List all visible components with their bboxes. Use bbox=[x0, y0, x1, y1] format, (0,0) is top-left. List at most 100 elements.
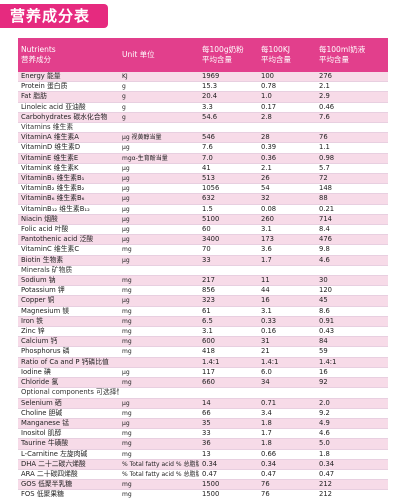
cell-per-100kj: 0.34 bbox=[258, 459, 316, 470]
cell-per-100ml: 1.1 bbox=[316, 142, 388, 154]
table-row: VitaminA 维生素A μg 视黄醇当量 546 28 76 bbox=[18, 132, 388, 144]
cell-per-100kj: 1.7 bbox=[258, 428, 316, 440]
cell-per-100kj: 3.4 bbox=[258, 408, 316, 419]
table-row: Chloride 氯 mg 660 34 92 bbox=[18, 377, 388, 389]
table-row: VitaminB₂ 维生素B₂ μg 1056 54 148 bbox=[18, 183, 388, 195]
cell-per-100kj: 54 bbox=[258, 183, 316, 195]
cell-unit: μg bbox=[119, 224, 199, 236]
cell-per-100ml: 0.91 bbox=[316, 316, 388, 328]
cell-per-100g: 70 bbox=[199, 244, 258, 256]
table-row: FOS 低聚果糖 mg 1500 76 212 bbox=[18, 489, 388, 498]
cell-per-100g: 3.3 bbox=[199, 102, 258, 113]
cell-per-100g: 36 bbox=[199, 438, 258, 450]
cell-unit: μg bbox=[119, 234, 199, 246]
table-row: Selenium 硒 μg 14 0.71 2.0 bbox=[18, 398, 388, 409]
cell-unit: μg bbox=[119, 255, 199, 266]
cell-unit: mgα-生育酚当量 bbox=[119, 153, 199, 164]
cell-per-100kj: 11 bbox=[258, 275, 316, 287]
table-header: Nutrients 营养成分 Unit 单位 每100g奶粉 平均含量 每100… bbox=[18, 38, 388, 72]
cell-nutrient: Protein 蛋白质 bbox=[18, 81, 119, 93]
cell-per-100kj: 6.0 bbox=[258, 367, 316, 379]
cell-nutrient: Inositol 肌醇 bbox=[18, 428, 119, 440]
cell-per-100g: 856 bbox=[199, 285, 258, 297]
cell-nutrient: Sodium 钠 bbox=[18, 275, 119, 287]
cell-per-100g: 117 bbox=[199, 367, 258, 379]
cell-nutrient: VitaminC 维生素C bbox=[18, 244, 119, 256]
header-nutrients: Nutrients 营养成分 bbox=[18, 38, 119, 72]
cell-per-100g: 61 bbox=[199, 306, 258, 317]
table-row: Pantothenic acid 泛酸 μg 3400 173 476 bbox=[18, 234, 388, 246]
cell-nutrient: GOS 低聚半乳糖 bbox=[18, 479, 119, 491]
header-per-100ml-line1: 每100ml奶液 bbox=[319, 45, 366, 54]
cell-per-100ml: 4.6 bbox=[316, 428, 388, 440]
table-row: VitaminD 维生素D μg 7.6 0.39 1.1 bbox=[18, 142, 388, 154]
cell-per-100ml: 8.4 bbox=[316, 224, 388, 236]
cell-per-100g: 1500 bbox=[199, 479, 258, 491]
table-row: ARA 二十碳四烯酸% Total fatty acid % 总脂肪酸 0.47 0… bbox=[18, 469, 388, 481]
nutrition-table: Nutrients 营养成分 Unit 单位 每100g奶粉 平均含量 每100… bbox=[18, 38, 388, 498]
cell-nutrient: L-Carnitine 左旋肉碱 bbox=[18, 449, 119, 460]
cell-nutrient: Phosphorus 磷 bbox=[18, 346, 119, 358]
cell-per-100g: 6.5 bbox=[199, 316, 258, 328]
header-nutrients-en: Nutrients bbox=[21, 45, 56, 54]
table-row: Protein 蛋白质 g 15.3 0.78 2.1 bbox=[18, 81, 388, 93]
cell-unit: μg bbox=[119, 398, 199, 409]
header-per-100g-line1: 每100g奶粉 bbox=[202, 45, 244, 54]
cell-per-100kj: 260 bbox=[258, 214, 316, 226]
cell-nutrient: Minerals 矿物质 bbox=[18, 265, 119, 277]
cell-per-100ml: 120 bbox=[316, 285, 388, 297]
cell-unit: μg bbox=[119, 173, 199, 185]
cell-per-100ml: 45 bbox=[316, 295, 388, 307]
cell-per-100g: 660 bbox=[199, 377, 258, 389]
table-row: Choline 胆碱 mg 66 3.4 9.2 bbox=[18, 408, 388, 419]
cell-per-100g: 600 bbox=[199, 336, 258, 348]
cell-per-100ml: 212 bbox=[316, 479, 388, 491]
cell-per-100kj: 16 bbox=[258, 295, 316, 307]
cell-per-100ml: 4.9 bbox=[316, 418, 388, 430]
cell-nutrient: Fat 脂肪 bbox=[18, 91, 119, 103]
cell-unit: mg bbox=[119, 244, 199, 256]
cell-per-100kj: 21 bbox=[258, 346, 316, 358]
cell-per-100g: 7.0 bbox=[199, 153, 258, 164]
cell-unit: μg bbox=[119, 418, 199, 430]
cell-nutrient: VitaminB₂ 维生素B₂ bbox=[18, 183, 119, 195]
cell-per-100ml bbox=[316, 387, 388, 399]
table-row: Energy 能量 KJ 1969 100 276 bbox=[18, 72, 388, 83]
table-row: Carbohydrates 碳水化合物 g 54.6 2.8 7.6 bbox=[18, 112, 388, 124]
cell-per-100kj: 1.7 bbox=[258, 255, 316, 266]
table-row: Minerals 矿物质 bbox=[18, 265, 388, 277]
cell-unit: μg bbox=[119, 204, 199, 215]
table-row: DHA 二十二碳六烯酸% Total fatty acid % 总脂肪酸 0.34… bbox=[18, 459, 388, 470]
cell-per-100kj: 100 bbox=[258, 72, 316, 83]
cell-per-100g: 632 bbox=[199, 193, 258, 205]
cell-per-100g: 35 bbox=[199, 418, 258, 430]
table-row: Inositol 肌醇 mg 33 1.7 4.6 bbox=[18, 428, 388, 440]
table-row: Folic acid 叶酸 μg 60 3.1 8.4 bbox=[18, 224, 388, 236]
cell-nutrient: Ratio of Ca and P 钙磷比值 bbox=[18, 357, 119, 368]
cell-per-100g: 546 bbox=[199, 132, 258, 144]
cell-nutrient: Magnesium 镁 bbox=[18, 306, 119, 317]
cell-per-100ml: 72 bbox=[316, 173, 388, 185]
cell-per-100ml: 8.6 bbox=[316, 306, 388, 317]
table-row: Linoleic acid 亚油酸 g 3.3 0.17 0.46 bbox=[18, 102, 388, 113]
cell-per-100kj: 0.39 bbox=[258, 142, 316, 154]
cell-unit: g bbox=[119, 91, 199, 103]
cell-unit: g bbox=[119, 112, 199, 124]
table-row: L-Carnitine 左旋肉碱 mg 13 0.66 1.8 bbox=[18, 449, 388, 460]
cell-per-100ml: 0.98 bbox=[316, 153, 388, 164]
cell-per-100kj: 0.17 bbox=[258, 102, 316, 113]
cell-unit: μg bbox=[119, 367, 199, 379]
cell-nutrient: VitaminB₆ 维生素B₆ bbox=[18, 193, 119, 205]
cell-per-100ml bbox=[316, 265, 388, 277]
cell-per-100g: 5100 bbox=[199, 214, 258, 226]
cell-per-100ml: 276 bbox=[316, 72, 388, 83]
cell-unit: g bbox=[119, 102, 199, 113]
cell-per-100g: 3400 bbox=[199, 234, 258, 246]
cell-per-100g: 323 bbox=[199, 295, 258, 307]
cell-per-100ml: 92 bbox=[316, 377, 388, 389]
cell-per-100kj: 0.33 bbox=[258, 316, 316, 328]
cell-per-100kj: 1.8 bbox=[258, 418, 316, 430]
header-per-100kj: 每100KJ 平均含量 bbox=[258, 38, 316, 72]
cell-nutrient: Zinc 锌 bbox=[18, 326, 119, 338]
cell-per-100g: 1.4:1 bbox=[199, 357, 258, 368]
